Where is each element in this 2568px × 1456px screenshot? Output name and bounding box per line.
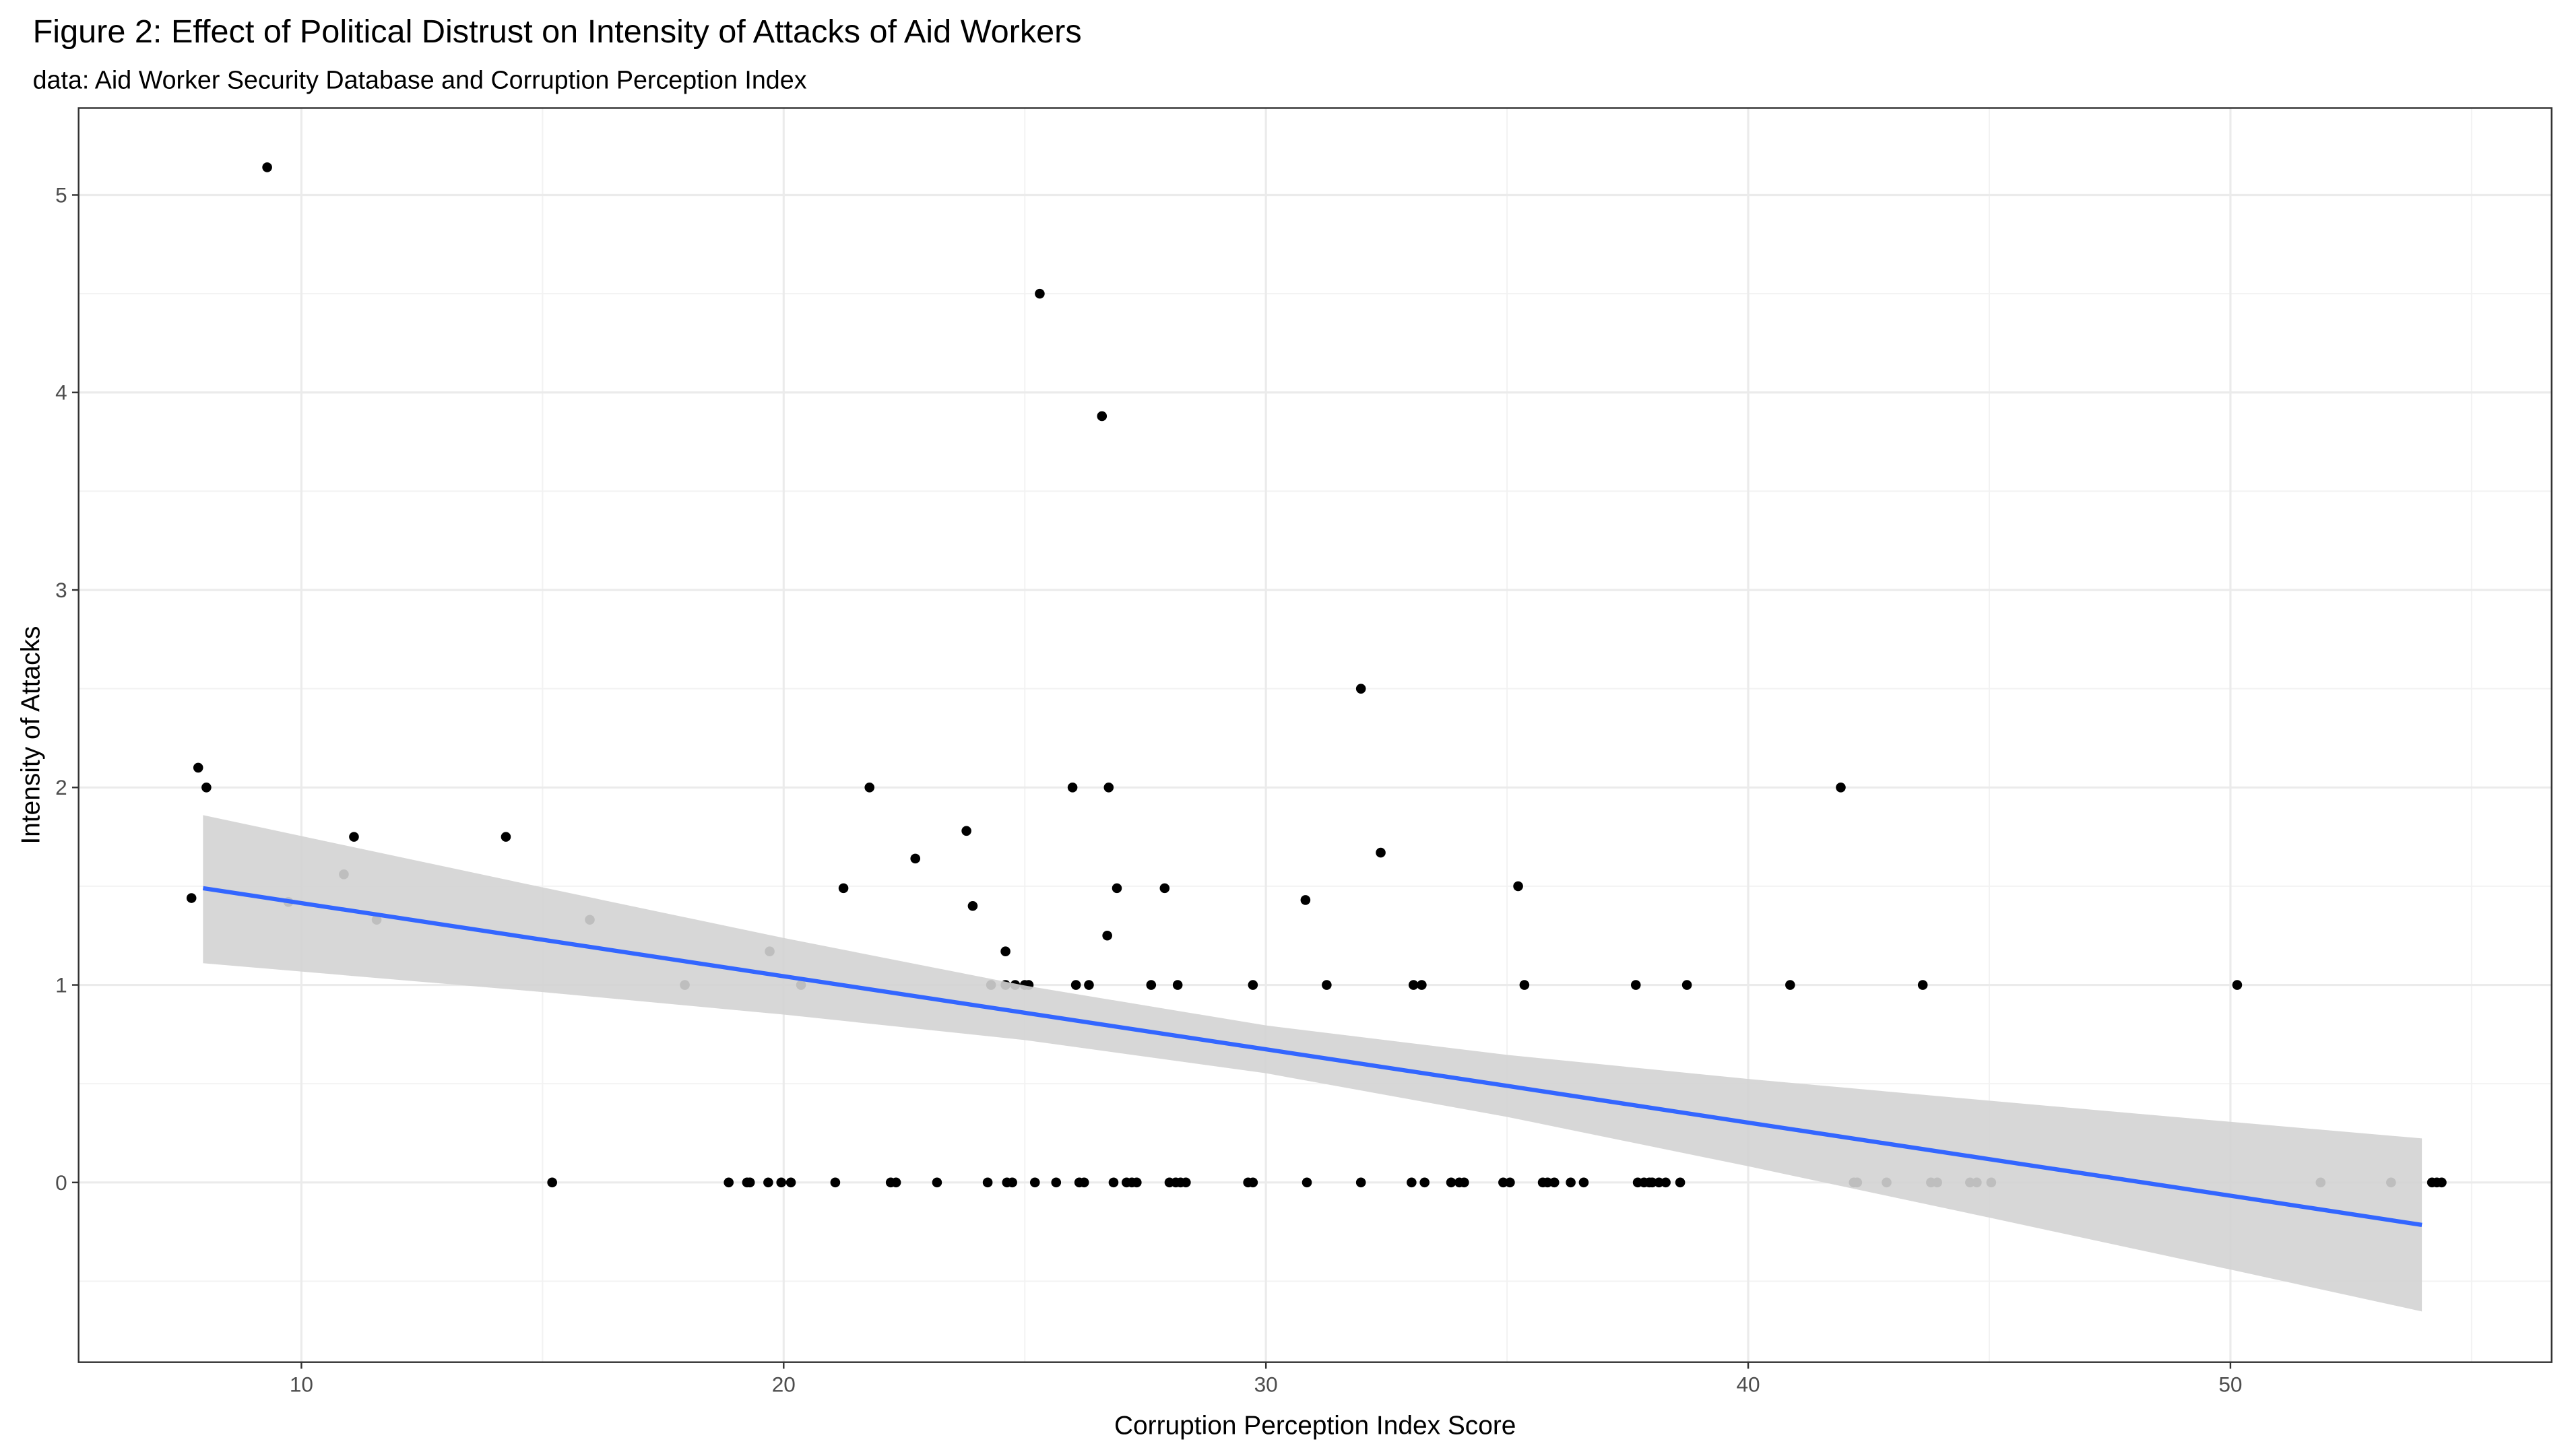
x-tick-label: 10: [290, 1372, 313, 1396]
point: [1000, 946, 1010, 956]
point: [864, 782, 875, 793]
point: [1355, 1177, 1366, 1188]
point: [1084, 980, 1094, 990]
point: [961, 826, 971, 836]
y-tick-label: 3: [55, 578, 67, 602]
y-tick-label: 1: [55, 972, 67, 997]
point: [1172, 980, 1183, 990]
point: [910, 853, 921, 864]
point: [186, 893, 197, 903]
point: [1408, 980, 1419, 990]
point: [932, 1177, 942, 1188]
point: [1654, 1177, 1664, 1188]
point: [2437, 1177, 2447, 1188]
point: [1647, 1177, 1657, 1188]
x-tick-label: 20: [772, 1372, 796, 1396]
point: [1407, 1177, 1417, 1188]
point: [1578, 1177, 1589, 1188]
y-tick-label: 5: [55, 183, 67, 207]
point: [193, 762, 203, 773]
point: [349, 832, 359, 842]
point: [1681, 980, 1692, 990]
point: [838, 883, 849, 894]
point: [1067, 782, 1078, 793]
point: [1079, 1177, 1089, 1188]
point: [1446, 1177, 1456, 1188]
point: [1519, 980, 1530, 990]
point: [1322, 980, 1332, 990]
point: [1146, 980, 1157, 990]
point: [1630, 980, 1641, 990]
y-tick-label: 0: [55, 1170, 67, 1195]
point: [744, 1177, 755, 1188]
point: [967, 900, 978, 911]
point: [785, 1177, 796, 1188]
chart-subtitle: data: Aid Worker Security Database and C…: [33, 65, 807, 94]
point: [763, 1177, 773, 1188]
chart-title: Figure 2: Effect of Political Distrust o…: [33, 13, 1082, 50]
x-tick-label: 40: [1736, 1372, 1760, 1396]
point: [1549, 1177, 1560, 1188]
point: [1417, 980, 1427, 990]
y-tick-label: 4: [55, 380, 67, 405]
plot-border: [77, 107, 2553, 1363]
point: [1355, 684, 1366, 694]
point: [1661, 1177, 1671, 1188]
point: [2232, 980, 2243, 990]
point: [1566, 1177, 1576, 1188]
point: [1542, 1177, 1553, 1188]
point: [1459, 1177, 1469, 1188]
point: [1103, 782, 1114, 793]
point: [1300, 895, 1311, 905]
point: [830, 1177, 841, 1188]
point: [1248, 980, 1258, 990]
point: [547, 1177, 557, 1188]
point: [1112, 883, 1122, 894]
y-tick-label: 2: [55, 775, 67, 799]
point: [1181, 1177, 1191, 1188]
x-tick-label: 30: [1254, 1372, 1278, 1396]
point: [1513, 881, 1523, 892]
point: [1505, 1177, 1515, 1188]
confidence-band: [203, 815, 2422, 1312]
point: [1248, 1177, 1258, 1188]
point: [1051, 1177, 1062, 1188]
point: [776, 1177, 787, 1188]
fit-line: [202, 886, 2422, 1227]
point: [262, 162, 272, 172]
point: [1035, 288, 1045, 299]
point: [1785, 980, 1795, 990]
point: [1836, 782, 1846, 793]
point: [1376, 847, 1386, 858]
point: [1917, 980, 1928, 990]
point: [1007, 1177, 1017, 1188]
point: [1102, 930, 1112, 941]
point: [501, 832, 511, 842]
x-axis-label: Corruption Perception Index Score: [1114, 1412, 1516, 1441]
point: [891, 1177, 901, 1188]
point: [1070, 980, 1081, 990]
x-tick-label: 50: [2218, 1372, 2242, 1396]
point: [1675, 1177, 1686, 1188]
point: [724, 1177, 734, 1188]
point: [1132, 1177, 1142, 1188]
point: [1159, 883, 1170, 894]
point: [1108, 1177, 1119, 1188]
point: [1029, 1177, 1040, 1188]
point: [1498, 1177, 1508, 1188]
point: [1419, 1177, 1430, 1188]
point: [1097, 411, 1108, 422]
point: [1302, 1177, 1312, 1188]
y-axis-label: Intensity of Attacks: [16, 626, 45, 845]
point: [982, 1177, 993, 1188]
point: [201, 782, 212, 793]
